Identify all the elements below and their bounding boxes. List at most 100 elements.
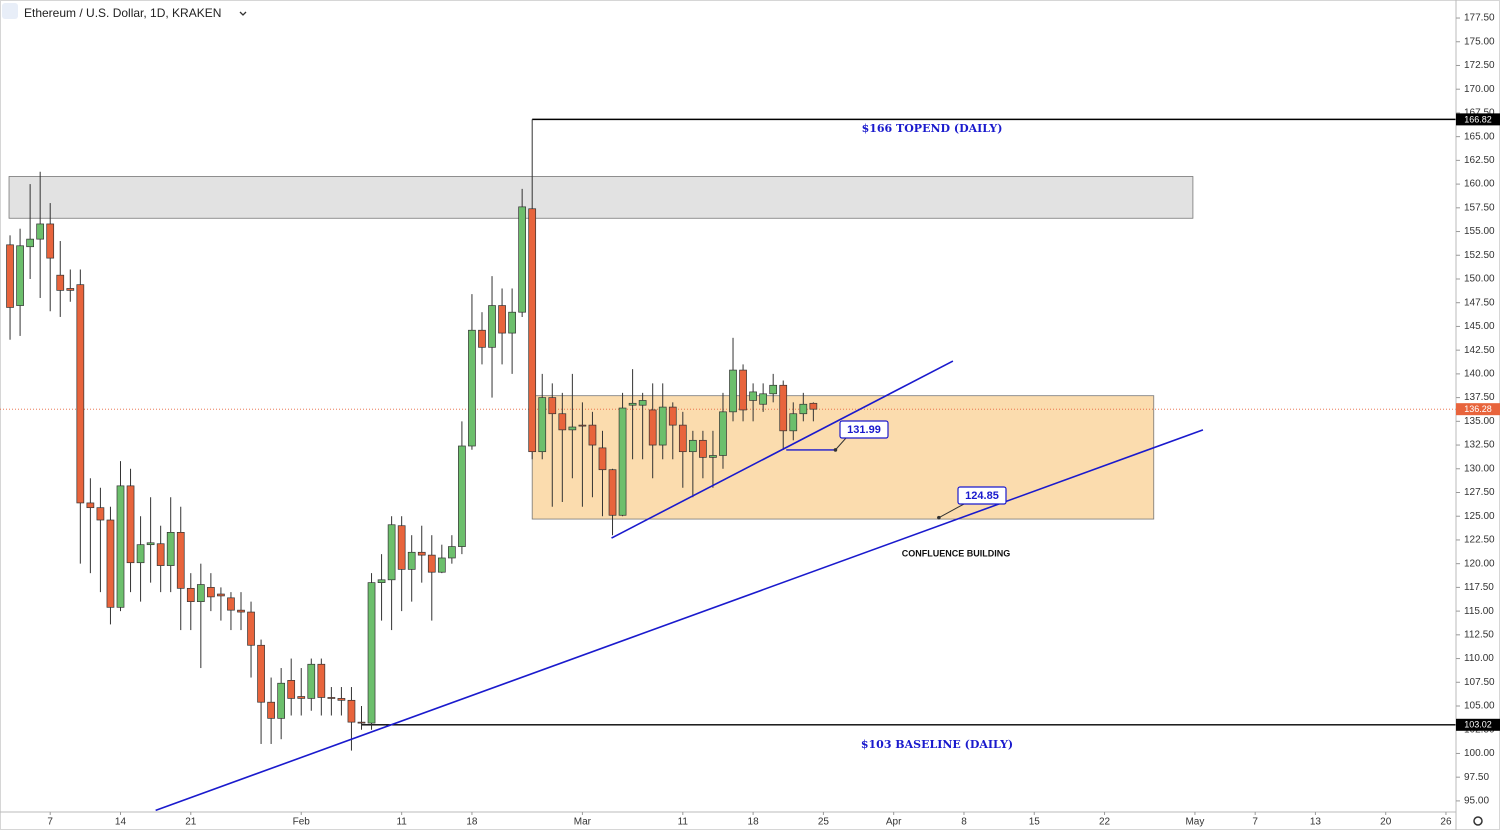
candle-body xyxy=(397,525,406,570)
y-tick-label: 177.50 xyxy=(1464,13,1495,24)
x-tick-label: 18 xyxy=(466,817,478,828)
y-tick-label: 97.50 xyxy=(1464,772,1489,783)
price-tag-label: 103.02 xyxy=(1464,720,1492,730)
candle-body xyxy=(166,532,175,566)
candle-body xyxy=(146,542,155,546)
y-tick-label: 105.00 xyxy=(1464,701,1495,712)
x-tick-label: Mar xyxy=(574,817,592,828)
candle-body xyxy=(729,369,737,413)
candle-body xyxy=(719,411,727,456)
candle-body xyxy=(176,532,185,589)
y-tick-label: 145.00 xyxy=(1464,321,1495,332)
candle-body xyxy=(558,413,567,431)
y-tick-label: 167.50 xyxy=(1464,108,1495,119)
candle-body xyxy=(407,551,416,570)
candle-body xyxy=(337,698,346,701)
settings-icon[interactable] xyxy=(1473,816,1483,826)
candle-body xyxy=(76,284,85,504)
candle-body xyxy=(86,502,95,509)
candle-body xyxy=(237,609,245,613)
callout-box xyxy=(957,486,1007,505)
x-tick-label: 20 xyxy=(1380,817,1392,828)
y-tick-label: 140.00 xyxy=(1464,369,1495,380)
y-tick-label: 95.00 xyxy=(1464,796,1489,807)
price-tag xyxy=(1456,113,1500,126)
x-tick-label: 21 xyxy=(185,817,197,828)
y-tick-label: 120.00 xyxy=(1464,558,1495,569)
candle-body xyxy=(528,208,537,453)
candle-body xyxy=(36,223,45,240)
candle-body xyxy=(789,413,798,432)
x-tick-label: 13 xyxy=(1310,817,1322,828)
candle-body xyxy=(638,400,647,406)
plot: 131.99 124.85 $166 TOPEND (DAILY) $103 BASE… xyxy=(0,118,1456,812)
candle-body xyxy=(327,697,336,699)
y-tick-label: 127.50 xyxy=(1464,487,1495,498)
candle-body xyxy=(779,384,788,432)
y-tick-label: 157.50 xyxy=(1464,202,1495,213)
zone xyxy=(8,176,1194,219)
candle-body xyxy=(267,701,275,719)
y-tick-label: 162.50 xyxy=(1464,155,1495,166)
zone xyxy=(531,395,1155,520)
y-tick-label: 115.00 xyxy=(1464,606,1494,617)
y-tick-label: 112.50 xyxy=(1464,629,1494,640)
x-tick-label: May xyxy=(1185,817,1204,828)
price-tag xyxy=(1456,403,1500,416)
candle-body xyxy=(759,393,767,405)
y-tick-label: 122.50 xyxy=(1464,535,1495,546)
title-dropdown[interactable] xyxy=(239,11,247,16)
candle-body xyxy=(207,587,215,598)
candle-body xyxy=(468,329,476,447)
x-tick-label: 25 xyxy=(818,817,830,828)
candle-body xyxy=(247,611,255,646)
candle-body xyxy=(116,485,125,608)
callout-pointer xyxy=(835,437,847,451)
candle-body xyxy=(689,439,697,453)
price-tag-label: 136.28 xyxy=(1464,404,1492,414)
candle-body xyxy=(367,582,376,724)
x-tick-label: 22 xyxy=(1099,817,1111,828)
candle-body xyxy=(598,447,607,471)
y-tick-label: 125.00 xyxy=(1464,511,1495,522)
trendline xyxy=(611,360,954,539)
y-tick-label: 165.00 xyxy=(1464,131,1495,142)
candle-body xyxy=(217,593,225,597)
candle-body xyxy=(518,206,527,313)
candle-body xyxy=(538,397,547,453)
y-tick-label: 160.00 xyxy=(1464,179,1495,190)
callout-anchor xyxy=(833,448,838,452)
candle-body xyxy=(568,426,577,431)
y-tick-label: 170.00 xyxy=(1464,84,1495,95)
candle-body xyxy=(658,406,667,446)
x-tick-label: 8 xyxy=(961,817,967,828)
candle-body xyxy=(106,519,115,608)
y-tick-label: 142.50 xyxy=(1464,345,1495,356)
candle-body xyxy=(196,584,205,602)
y-tick-label: 100.00 xyxy=(1464,748,1495,759)
y-tick-label: 137.50 xyxy=(1464,392,1495,403)
candle-body xyxy=(608,469,617,516)
y-tick-label: 147.50 xyxy=(1464,297,1495,308)
candle-body xyxy=(56,274,65,291)
candle-body xyxy=(186,587,195,602)
symbol-icon xyxy=(2,3,18,19)
candle-body xyxy=(548,397,557,415)
y-tick-label: 135.00 xyxy=(1464,416,1495,427)
candle-body xyxy=(448,546,456,559)
y-tick-label: 175.00 xyxy=(1464,36,1495,47)
candle-body xyxy=(618,407,627,516)
x-tick-label: 14 xyxy=(115,817,127,828)
x-tick-label: 7 xyxy=(1252,817,1258,828)
x-tick-label: 15 xyxy=(1029,817,1041,828)
candle-body xyxy=(809,402,818,410)
x-tick-label: 11 xyxy=(396,817,407,828)
annotation: $103 BASELINE (DAILY) xyxy=(861,738,1013,751)
candle-body xyxy=(6,244,14,308)
candle-body xyxy=(257,644,265,703)
candle-body xyxy=(136,544,145,564)
candle-body xyxy=(588,424,597,446)
callout-box xyxy=(839,420,889,439)
